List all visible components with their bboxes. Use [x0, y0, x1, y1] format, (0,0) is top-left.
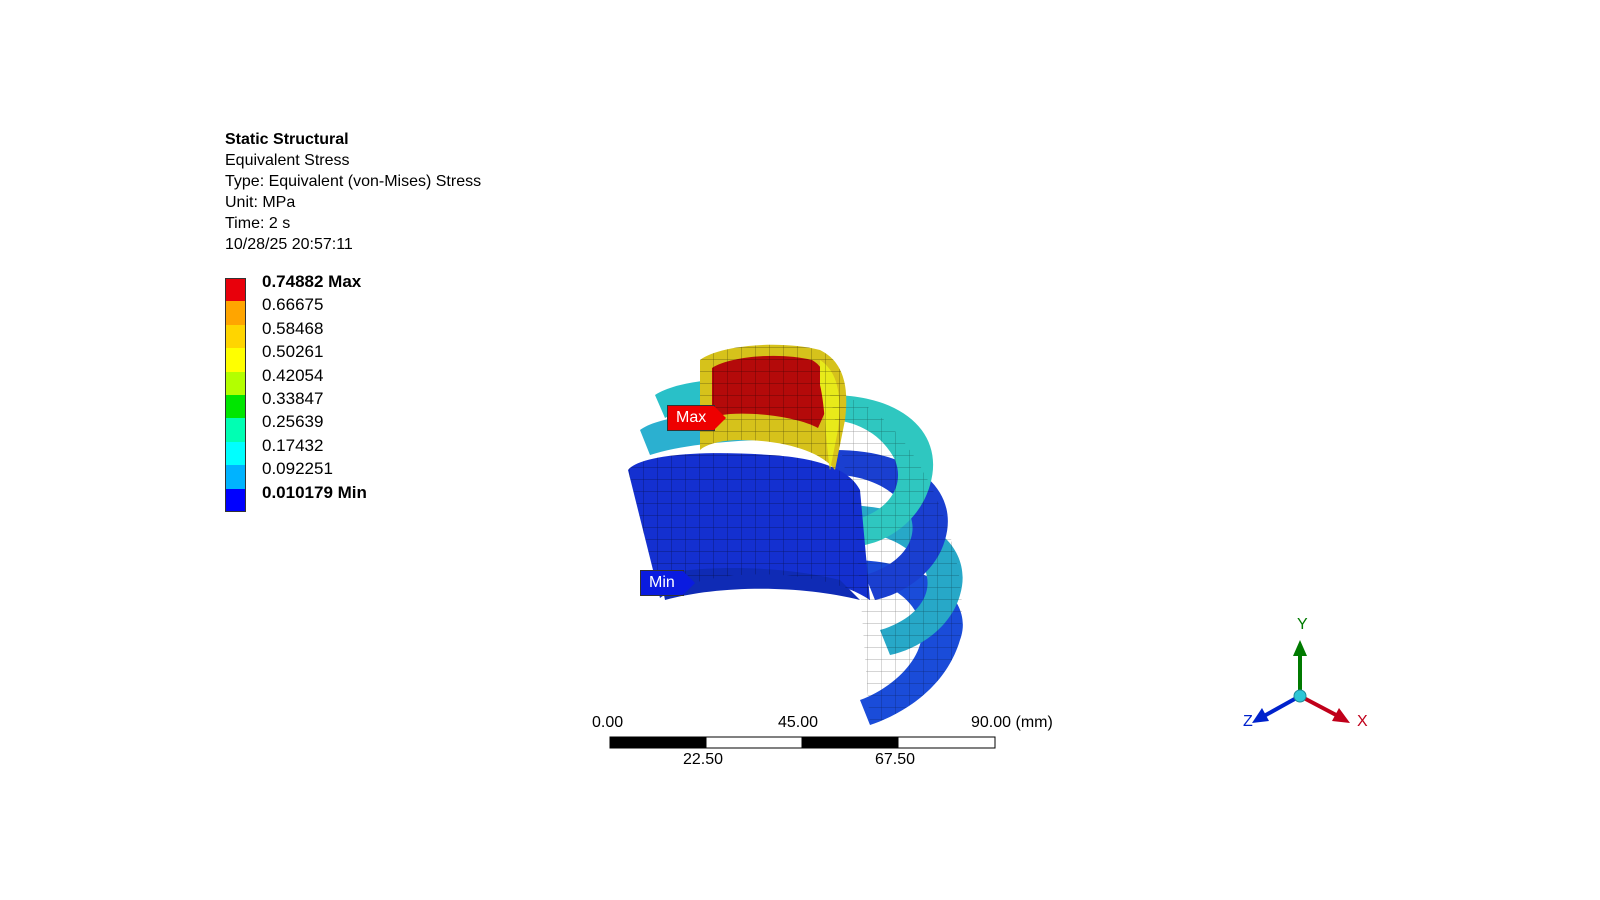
- legend-swatch: [225, 278, 246, 302]
- x-axis-arrow: [1332, 708, 1350, 723]
- scale-label-0: 0.00: [592, 714, 624, 731]
- result-unit: Unit: MPa: [225, 194, 296, 211]
- legend-value: 0.25639: [262, 412, 324, 432]
- x-axis-label: X: [1357, 713, 1368, 730]
- result-info: Static Structural Equivalent Stress Type…: [225, 129, 481, 255]
- legend-value: 0.58468: [262, 318, 324, 338]
- scale-seg-1: [609, 736, 707, 749]
- legend-value: 0.42054: [262, 365, 324, 385]
- legend-swatch: [225, 488, 246, 512]
- scale-seg-4: [897, 736, 996, 749]
- y-axis-arrow: [1293, 640, 1307, 656]
- legend-swatch: [225, 394, 246, 419]
- legend-swatch: [225, 348, 246, 372]
- legend-value: 0.50261: [262, 342, 324, 362]
- scale-seg-2: [705, 736, 803, 749]
- scale-label-67-5: 67.50: [875, 751, 916, 768]
- triad-origin: [1293, 689, 1307, 703]
- legend-value: 0.66675: [262, 295, 324, 315]
- legend-swatch: [225, 301, 246, 325]
- legend-swatch: [225, 441, 246, 466]
- result-timestamp: 10/28/25 20:57:11: [225, 236, 353, 253]
- legend-swatch: [225, 324, 246, 349]
- legend-swatch: [225, 371, 246, 395]
- mesh-overlay-rings: [830, 395, 963, 725]
- mesh-overlay-hub: [700, 344, 847, 470]
- z-axis-label: Z: [1243, 713, 1253, 730]
- y-axis-label: Y: [1297, 616, 1308, 633]
- legend-value: 0.33847: [262, 388, 324, 408]
- scale-seg-3: [801, 736, 899, 749]
- legend-swatch: [225, 418, 246, 442]
- result-name: Equivalent Stress: [225, 152, 350, 169]
- legend-value: 0.17432: [262, 435, 324, 455]
- bellows-model[interactable]: [628, 344, 963, 725]
- min-probe-label[interactable]: Min: [640, 570, 695, 596]
- result-type: Type: Equivalent (von-Mises) Stress: [225, 173, 482, 190]
- scale-label-22-5: 22.50: [683, 751, 724, 768]
- mesh-overlay: [628, 453, 870, 600]
- z-axis-arrow: [1252, 708, 1269, 723]
- legend-value: 0.092251: [262, 459, 333, 479]
- legend-suffix: Min: [332, 482, 367, 502]
- z-axis-line: [1263, 694, 1301, 718]
- legend-swatch: [225, 465, 246, 489]
- legend-value: 0.010179: [262, 482, 333, 502]
- scale-bar: [609, 736, 996, 749]
- x-axis-line: [1299, 694, 1339, 718]
- analysis-title: Static Structural: [225, 131, 349, 148]
- scale-label-45: 45.00: [778, 714, 819, 731]
- result-time: Time: 2 s: [225, 215, 291, 232]
- scale-label-90: 90.00 (mm): [971, 714, 1053, 731]
- legend-value: 0.74882: [262, 272, 324, 291]
- max-probe-label[interactable]: Max: [667, 405, 727, 431]
- axis-triad[interactable]: [1252, 640, 1350, 723]
- legend-suffix: Max: [323, 272, 362, 291]
